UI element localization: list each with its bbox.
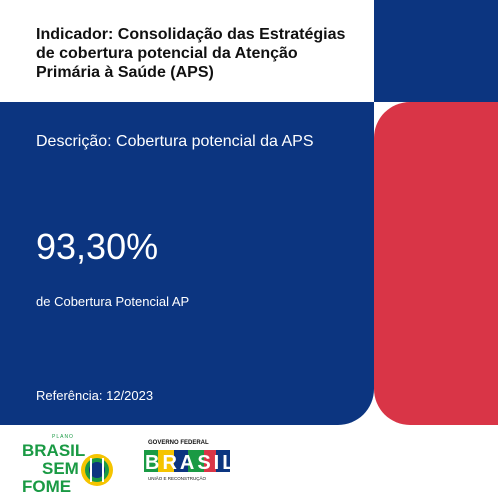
- side-decoration: [374, 102, 498, 425]
- header-area: [0, 0, 374, 102]
- logo-fome-line1: BRASIL: [22, 441, 85, 460]
- value-caption: de Cobertura Potencial AP: [36, 294, 190, 309]
- logo-gov-name: BRASIL: [145, 452, 237, 474]
- reference-date: Referência: 12/2023: [36, 388, 154, 403]
- gov-brasil-wordmark: BRASIL: [144, 450, 237, 474]
- indicator-description: Descrição: Cobertura potencial da APS: [36, 133, 314, 150]
- plate-icon: [81, 454, 113, 486]
- logo-gov-tagline: UNIÃO E RECONSTRUÇÃO: [148, 475, 207, 481]
- main-panel: [0, 102, 374, 425]
- logo-gov-top: GOVERNO FEDERAL: [148, 440, 209, 446]
- governo-federal-logo: GOVERNO FEDERAL BRASIL UNIÃO E RECONSTRU…: [144, 440, 237, 481]
- logo-fome-line2: SEM: [42, 459, 79, 478]
- indicator-title: Indicador: Consolidação das Estratégias …: [36, 26, 346, 81]
- logo-fome-line3: FOME: [22, 477, 71, 494]
- logo-fome-kicker: PLANO: [52, 434, 74, 440]
- brasil-sem-fome-logo: PLANO BRASIL SEM FOME: [22, 434, 113, 494]
- corner-decoration: [374, 0, 498, 102]
- indicator-value: 93,30%: [36, 226, 159, 267]
